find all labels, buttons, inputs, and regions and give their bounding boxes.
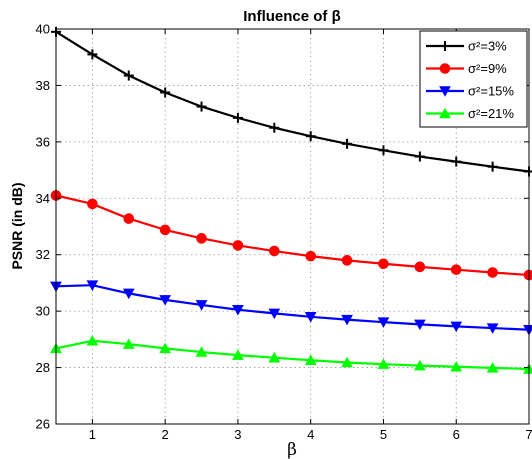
data-point bbox=[122, 288, 135, 300]
legend-label: σ²=9% bbox=[468, 61, 507, 76]
y-tick-label: 40 bbox=[36, 22, 50, 37]
legend-label: σ²=3% bbox=[468, 39, 507, 54]
x-tick-label: 2 bbox=[162, 427, 169, 442]
legend-label: σ²=15% bbox=[468, 84, 514, 99]
y-tick-label: 36 bbox=[36, 134, 50, 149]
x-tick-label: 6 bbox=[453, 427, 460, 442]
data-point bbox=[268, 351, 281, 363]
data-point bbox=[439, 86, 451, 97]
data-point bbox=[378, 145, 389, 156]
legend: σ²=3% σ²=9% σ²=15% σ²=21% bbox=[419, 30, 528, 128]
y-tick-label: 26 bbox=[36, 417, 50, 432]
data-point bbox=[341, 356, 353, 368]
data-point bbox=[450, 321, 463, 333]
data-point bbox=[450, 264, 462, 275]
data-point bbox=[439, 107, 451, 119]
x-axis-label: β bbox=[287, 440, 297, 459]
data-point bbox=[268, 308, 281, 320]
series-0 bbox=[51, 26, 532, 177]
legend-label: σ²=21% bbox=[468, 106, 514, 121]
data-point bbox=[122, 338, 135, 349]
data-point bbox=[123, 213, 135, 224]
data-point bbox=[413, 359, 426, 371]
x-tick-label: 3 bbox=[234, 427, 241, 442]
data-point bbox=[159, 342, 172, 354]
x-tick-label: 1 bbox=[89, 427, 96, 442]
data-point bbox=[378, 258, 389, 270]
data-point bbox=[451, 156, 462, 167]
data-point bbox=[87, 49, 98, 60]
series-line bbox=[55, 339, 530, 371]
y-tick-label: 32 bbox=[36, 247, 50, 262]
y-tick-label: 38 bbox=[36, 78, 50, 93]
data-point bbox=[341, 314, 353, 326]
series-line bbox=[55, 194, 530, 277]
y-tick-label: 30 bbox=[36, 304, 50, 319]
data-point bbox=[159, 295, 172, 306]
plot-frame bbox=[55, 28, 530, 425]
data-point bbox=[195, 346, 208, 357]
data-point bbox=[341, 255, 353, 266]
data-point bbox=[305, 131, 316, 142]
series-2 bbox=[50, 280, 532, 336]
series-layer bbox=[50, 26, 532, 374]
data-point bbox=[232, 349, 244, 360]
x-tick-label: 5 bbox=[380, 427, 387, 442]
data-point bbox=[486, 323, 499, 334]
data-point bbox=[305, 250, 316, 262]
series-3 bbox=[50, 334, 532, 374]
data-point bbox=[523, 269, 532, 281]
data-point bbox=[86, 280, 99, 291]
data-point bbox=[342, 138, 353, 149]
data-point bbox=[160, 87, 171, 98]
data-point bbox=[87, 198, 98, 210]
data-point bbox=[159, 224, 171, 236]
data-point bbox=[439, 63, 451, 74]
data-point bbox=[232, 240, 244, 251]
series-line bbox=[55, 284, 530, 331]
data-point bbox=[269, 122, 280, 133]
data-point bbox=[304, 354, 317, 365]
data-point bbox=[486, 362, 499, 373]
data-point bbox=[414, 261, 426, 273]
chart-title: Influence of β bbox=[243, 8, 341, 25]
x-tick-label: 4 bbox=[307, 427, 314, 442]
data-point bbox=[123, 70, 134, 81]
data-point bbox=[304, 312, 317, 323]
data-point bbox=[196, 101, 207, 112]
data-point bbox=[450, 360, 463, 372]
data-point bbox=[440, 41, 450, 51]
data-point bbox=[269, 245, 280, 257]
data-point bbox=[86, 334, 99, 346]
data-point bbox=[377, 358, 390, 369]
x-tick-label: 7 bbox=[525, 427, 532, 442]
data-point bbox=[195, 300, 208, 311]
data-point bbox=[232, 112, 243, 123]
data-point bbox=[487, 267, 498, 278]
y-tick-label: 28 bbox=[36, 360, 50, 375]
data-point bbox=[232, 304, 244, 316]
data-point bbox=[196, 233, 207, 244]
y-tick-label: 34 bbox=[36, 191, 50, 206]
data-point bbox=[414, 151, 425, 162]
series-line bbox=[55, 30, 530, 173]
data-point bbox=[413, 319, 426, 331]
data-point bbox=[377, 317, 390, 328]
data-point bbox=[487, 161, 498, 172]
y-axis-label: PSNR (in dB) bbox=[9, 182, 25, 269]
